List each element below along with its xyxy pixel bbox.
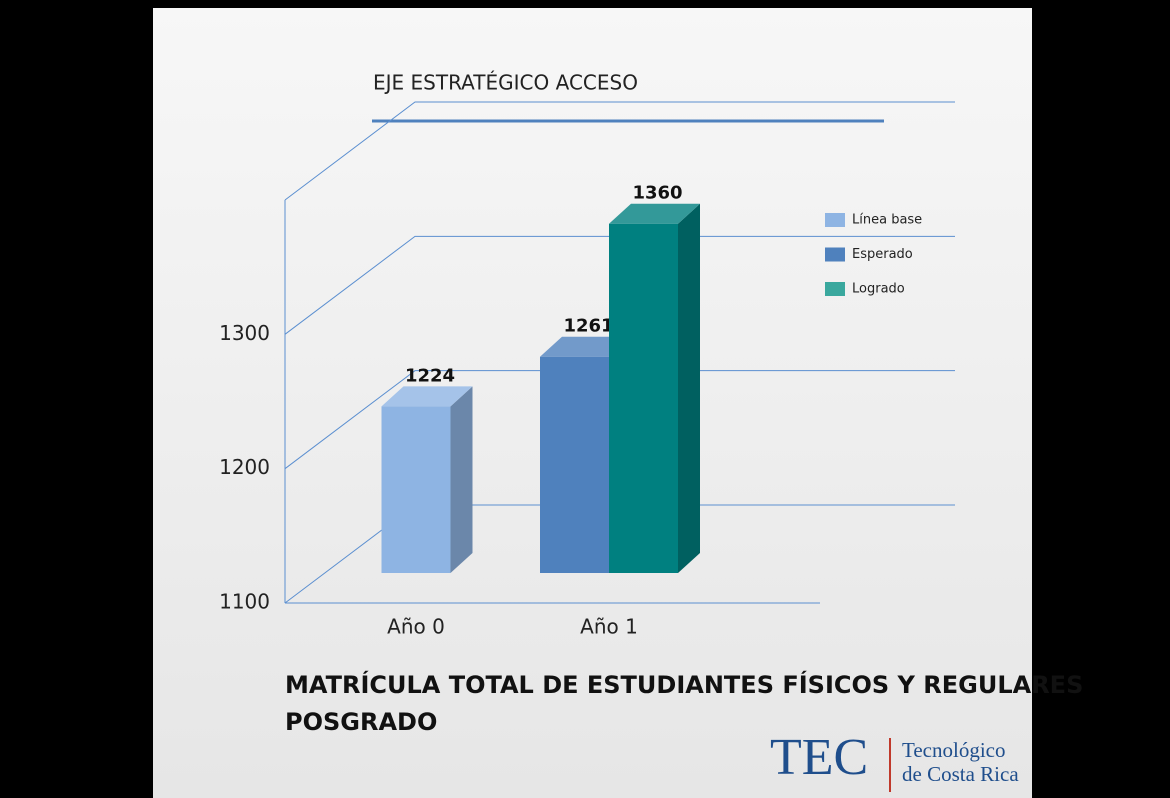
bar-side bbox=[678, 203, 700, 573]
logo-name: Tecnológico bbox=[902, 738, 1006, 762]
legend-label: Esperado bbox=[852, 247, 913, 262]
bar-front bbox=[540, 356, 609, 573]
y-tick-label: 1300 bbox=[219, 321, 270, 345]
logo-name: de Costa Rica bbox=[902, 762, 1019, 786]
legend-swatch bbox=[825, 247, 845, 262]
bar-side bbox=[450, 386, 473, 573]
bar bbox=[609, 203, 700, 573]
legend-label: Línea base bbox=[852, 213, 922, 228]
chart-title: MATRÍCULA TOTAL DE ESTUDIANTES FÍSICOS Y… bbox=[285, 670, 1083, 699]
grid-top bbox=[284, 101, 955, 201]
y-tick-label: 1200 bbox=[219, 455, 270, 479]
logo-mark: TEC bbox=[770, 729, 868, 786]
x-tick-label: Año 1 bbox=[580, 615, 638, 639]
logo: TEC Tecnológico de Costa Rica bbox=[770, 729, 1019, 792]
grid-line bbox=[284, 370, 955, 470]
bar-front bbox=[609, 223, 678, 573]
value-label: 1261 bbox=[563, 316, 613, 337]
legend-swatch bbox=[825, 213, 845, 227]
x-tick-label: Año 0 bbox=[387, 615, 445, 639]
y-tick-label: 1100 bbox=[219, 590, 270, 614]
value-label: 1360 bbox=[632, 183, 682, 204]
chart-subtitle: EJE ESTRATÉGICO ACCESO bbox=[373, 71, 638, 95]
value-label: 1224 bbox=[405, 365, 455, 386]
bar-top bbox=[609, 203, 700, 224]
legend-swatch bbox=[825, 282, 845, 296]
grid-line bbox=[284, 235, 955, 335]
bar-top bbox=[381, 386, 473, 407]
legend-label: Logrado bbox=[852, 282, 905, 297]
chart-title: POSGRADO bbox=[285, 708, 437, 736]
bar bbox=[381, 386, 473, 573]
bar-front bbox=[381, 406, 451, 573]
bar-top bbox=[540, 336, 631, 357]
